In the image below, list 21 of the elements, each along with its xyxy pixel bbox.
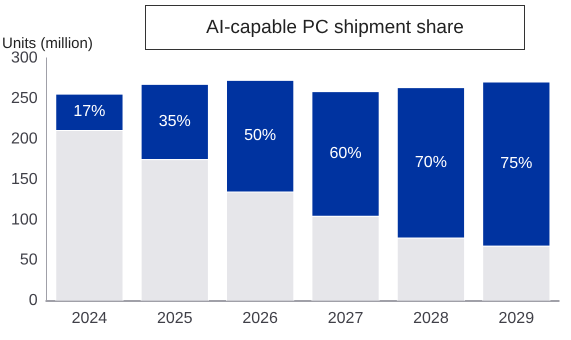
y-tick-label: 200 — [10, 130, 38, 148]
y-axis-title: Units (million) — [2, 35, 93, 52]
y-tick-label: 150 — [10, 170, 38, 188]
y-tick-label: 0 — [28, 292, 38, 310]
y-tick-label: 300 — [10, 49, 38, 66]
x-tick-label: 2024 — [72, 310, 108, 327]
x-tick-label: 2029 — [498, 310, 534, 327]
chart-title: AI-capable PC shipment share — [145, 5, 525, 50]
annotation: 17% — [73, 103, 106, 120]
x-tick-label: 2025 — [156, 310, 193, 327]
x-tick-label: 2027 — [328, 310, 364, 327]
x-tick-label: 2028 — [413, 310, 449, 327]
x-tick-label: 2026 — [242, 310, 278, 327]
annotation: 35% — [158, 112, 191, 130]
annotation: 60% — [330, 144, 362, 162]
y-tick-label: 50 — [20, 252, 38, 269]
y-tick-label: 250 — [10, 90, 38, 107]
annotation: 50% — [244, 127, 276, 144]
annotation: 75% — [500, 155, 532, 172]
annotation: 70% — [414, 154, 447, 171]
y-tick-label: 100 — [10, 211, 38, 228]
